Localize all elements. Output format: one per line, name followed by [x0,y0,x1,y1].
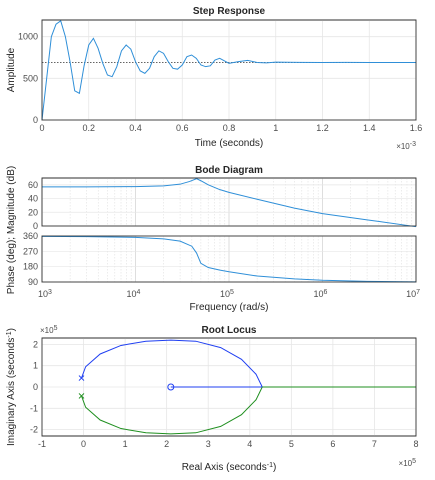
rlocus-x-multiplier-part: 5 [412,458,416,465]
rlocus-ylabel-part: Imaginary Axis (seconds [6,338,17,446]
rlocus-xtick-label: 5 [289,439,294,449]
bode-xtick-label-part: 4 [137,289,141,296]
bode-xtick-label-part: 10 [127,289,137,299]
rlocus-zero-marker [167,383,175,391]
rlocus-x-multiplier-part: ×10 [399,459,413,468]
rlocus-xtick-label: 8 [413,439,418,449]
step-xtick-label: 0 [39,123,44,133]
step-response-line [41,20,416,121]
rlocus-xlabel-part: Real Axis (seconds [182,462,267,473]
rlocus-xtick-label: 7 [372,439,377,449]
bode-mag-ytick-label: 60 [28,180,38,190]
bode-xtick-label-part: 10 [314,289,324,299]
bode-xtick-label-part: 10 [220,289,230,299]
rlocus-y-multiplier: ×105 [40,325,58,336]
rlocus-branch-1 [81,339,263,388]
step-xtick-label: 0.8 [223,123,236,133]
rlocus-xtick-label: -1 [38,439,46,449]
bode-xtick-label: 107 [406,289,420,300]
bode-mag-ytick-label: 0 [33,221,38,231]
rlocus-axes-frame [41,337,417,437]
bode-phase-ytick-label: 270 [23,246,38,256]
step-ytick-label: 500 [23,73,38,83]
step-ytick-label: 1000 [18,32,38,42]
bode-phase-ytick-label: 360 [23,231,38,241]
step-x-multiplier: ×10-3 [396,141,416,152]
bode-title: Bode Diagram [195,165,263,176]
bode-xtick-label: 106 [314,289,328,300]
bode-xtick-label-part: 6 [324,289,328,296]
rlocus-xlabel-part: ) [273,462,276,473]
rlocus-ytick-label: -1 [30,403,38,413]
bode-mag-ytick-label: 20 [28,207,38,217]
step-x-multiplier-part: -3 [410,141,416,148]
rlocus-title: Root Locus [202,325,257,336]
rlocus-xlabel-part: -1 [267,462,273,469]
rlocus-pole-marker [78,393,85,399]
bode-xtick-label-part: 10 [38,289,48,299]
step-xlabel: Time (seconds) [195,138,264,149]
rlocus-xtick-label: 0 [81,439,86,449]
step-xtick-label: 0.4 [129,123,142,133]
rlocus-xtick-label: 6 [330,439,335,449]
bode-magnitude-line [42,178,417,228]
rlocus-xlabel: Real Axis (seconds-1) [182,462,277,474]
rlocus-xtick-label: 1 [123,439,128,449]
rlocus-x-multiplier: ×105 [399,458,417,469]
rlocus-ytick-label: 1 [33,361,38,371]
bode-mag-ytick-label: 40 [28,194,38,204]
rlocus-ylabel-part: -1 [6,331,13,337]
step-ytick-label: 0 [33,115,38,125]
rlocus-ytick-label: 2 [33,339,38,349]
step-title: Step Response [193,6,266,17]
rlocus-ytick-label: 0 [33,382,38,392]
rlocus-ylabel-part: ) [6,328,17,331]
rlocus-xtick-label: 3 [206,439,211,449]
bode-phase-ytick-label: 180 [23,262,38,272]
rlocus-xtick-label: 2 [164,439,169,449]
rlocus-pole-marker [78,375,85,381]
rlocus-y-multiplier-part: ×10 [40,326,54,335]
bode-xtick-label-part: 10 [406,289,416,299]
rlocus-ylabel: Imaginary Axis (seconds-1) [6,328,18,446]
bode-xtick-label: 104 [127,289,141,300]
bode-xlabel: Frequency (rad/s) [190,302,269,313]
bode-xtick-label-part: 3 [48,289,52,296]
step-xtick-label: 1 [273,123,278,133]
step-xtick-label: 0.6 [176,123,189,133]
bode-xtick-label-part: 5 [230,289,234,296]
bode-phase-line [41,235,417,283]
bode-ylabel: Phase (deg); Magnitude (dB) [6,166,17,294]
bode-xtick-label: 103 [38,289,52,300]
step-axes-frame [41,19,417,121]
step-x-multiplier-part: ×10 [396,142,410,151]
step-xtick-label: 0.2 [82,123,95,133]
bode-axes-frame [41,235,417,283]
bode-xtick-label: 105 [220,289,234,300]
step-ylabel: Amplitude [6,47,17,92]
step-xtick-label: 1.2 [316,123,329,133]
rlocus-branch-2 [81,386,263,435]
bode-phase-ytick-label: 90 [28,277,38,287]
step-xtick-label: 1.6 [410,123,423,133]
step-xtick-label: 1.4 [363,123,376,133]
rlocus-xtick-label: 4 [247,439,252,449]
bode-axes-frame [41,177,417,227]
bode-xtick-label-part: 7 [416,289,420,296]
rlocus-ytick-label: -2 [30,425,38,435]
rlocus-y-multiplier-part: 5 [54,325,58,332]
